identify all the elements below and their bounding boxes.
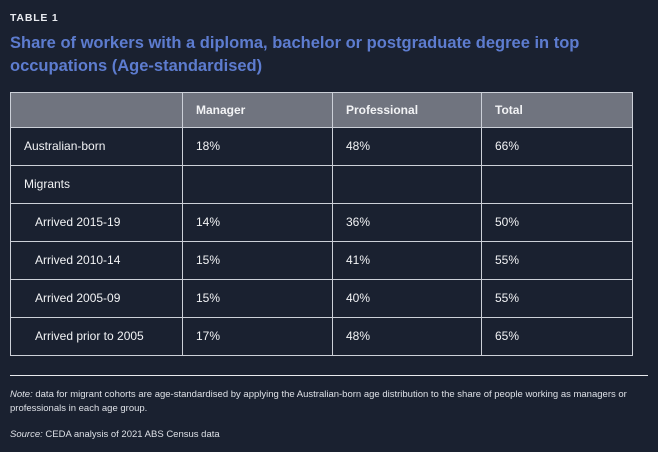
table-cell: 14% [182, 202, 333, 242]
column-header-manager: Manager [182, 91, 333, 128]
table-cell: 18% [182, 126, 333, 166]
row-label: Arrived 2010-14 [10, 240, 183, 280]
note-text: Note: data for migrant cohorts are age-s… [10, 388, 648, 417]
table-cell: 50% [481, 202, 633, 242]
table-cell: 55% [481, 278, 633, 318]
divider [10, 374, 648, 376]
table-cell: 65% [481, 316, 633, 356]
row-label: Migrants [10, 164, 183, 204]
column-header-total: Total [481, 91, 633, 128]
table-row: Arrived 2015-19 14% 36% 50% [10, 202, 633, 242]
table-cell: 66% [481, 126, 633, 166]
source-label: Source: [10, 428, 43, 440]
table-cell: 36% [332, 202, 482, 242]
data-table: Manager Professional Total Australian-bo… [10, 91, 633, 356]
table-kicker: TABLE 1 [10, 12, 59, 24]
table-cell [332, 164, 482, 204]
table-cell: 55% [481, 240, 633, 280]
table-cell: 40% [332, 278, 482, 318]
column-header-professional: Professional [332, 91, 482, 128]
row-label: Australian-born [10, 126, 183, 166]
table-cell: 17% [182, 316, 333, 356]
source-text: Source: CEDA analysis of 2021 ABS Census… [10, 428, 648, 443]
table-row: Arrived 2010-14 15% 41% 55% [10, 240, 633, 280]
table-row: Arrived 2005-09 15% 40% 55% [10, 278, 633, 318]
table-row: Australian-born 18% 48% 66% [10, 126, 633, 166]
table-cell: 41% [332, 240, 482, 280]
table-cell: 48% [332, 316, 482, 356]
table-cell: 15% [182, 240, 333, 280]
note-body: data for migrant cohorts are age-standar… [10, 388, 627, 415]
row-label: Arrived 2015-19 [10, 202, 183, 242]
header-row: Manager Professional Total [10, 91, 633, 128]
source-body: CEDA analysis of 2021 ABS Census data [45, 428, 220, 440]
table-row: Arrived prior to 2005 17% 48% 65% [10, 316, 633, 356]
column-header-blank [10, 91, 183, 128]
row-label: Arrived 2005-09 [10, 278, 183, 318]
note-label: Note: [10, 388, 33, 400]
table-cell [481, 164, 633, 204]
table-cell: 15% [182, 278, 333, 318]
table-title: Share of workers with a diploma, bachelo… [10, 34, 580, 75]
table-cell: 48% [332, 126, 482, 166]
table-row: Migrants [10, 164, 633, 204]
row-label: Arrived prior to 2005 [10, 316, 183, 356]
table-cell [182, 164, 333, 204]
